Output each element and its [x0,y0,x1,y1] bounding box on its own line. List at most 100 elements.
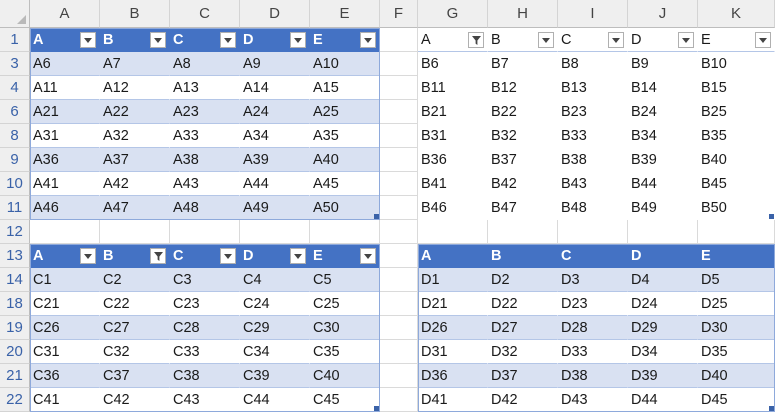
cell[interactable] [240,220,310,244]
chevron-down-icon[interactable] [678,32,694,48]
chevron-down-icon[interactable] [80,248,96,264]
chevron-down-icon[interactable] [290,32,306,48]
chevron-down-icon[interactable] [80,32,96,48]
row-header-3[interactable]: 3 [0,52,30,76]
table2-header-c[interactable]: C [558,28,628,52]
row-header-13[interactable]: 13 [0,244,30,268]
table1-cell: A25 [310,100,380,124]
row-header-18[interactable]: 18 [0,292,30,316]
cell[interactable] [170,220,240,244]
table1-header-c[interactable]: C [170,28,240,52]
row-header-20[interactable]: 20 [0,340,30,364]
cell[interactable] [628,220,698,244]
column-header-h[interactable]: H [488,0,558,28]
row-header-14[interactable]: 14 [0,268,30,292]
cell[interactable] [380,76,418,100]
table1-header-b[interactable]: B [100,28,170,52]
chevron-down-icon[interactable] [755,32,771,48]
column-header-g[interactable]: G [418,0,488,28]
column-header-i[interactable]: I [558,0,628,28]
table2-header-b[interactable]: B [488,28,558,52]
row-header-4[interactable]: 4 [0,76,30,100]
cell[interactable] [380,28,418,52]
table3-header-d[interactable]: D [240,244,310,268]
table2-cell: B49 [628,196,698,220]
cell[interactable] [380,124,418,148]
table2-header-label: B [491,31,501,48]
cell[interactable] [380,268,418,292]
filter-icon[interactable] [468,32,484,48]
column-header-k[interactable]: K [698,0,775,28]
row-header-6[interactable]: 6 [0,100,30,124]
column-header-a[interactable]: A [30,0,100,28]
table4-header-e[interactable]: E [698,244,775,268]
cell[interactable] [380,100,418,124]
row-header-11[interactable]: 11 [0,196,30,220]
table1-header-d[interactable]: D [240,28,310,52]
chevron-down-icon[interactable] [150,32,166,48]
table1-cell: A6 [30,52,100,76]
table2-resize-handle[interactable] [769,214,774,219]
column-header-f[interactable]: F [380,0,418,28]
row-header-10[interactable]: 10 [0,172,30,196]
cell[interactable] [380,244,418,268]
cell[interactable] [380,340,418,364]
cell[interactable] [380,364,418,388]
table4-header-c[interactable]: C [558,244,628,268]
row-header-9[interactable]: 9 [0,148,30,172]
cell[interactable] [558,220,628,244]
cell[interactable] [30,220,100,244]
chevron-down-icon[interactable] [538,32,554,48]
row-header-19[interactable]: 19 [0,316,30,340]
cell[interactable] [380,52,418,76]
cell[interactable] [698,220,775,244]
table1-header-label: D [243,31,254,48]
row-header-22[interactable]: 22 [0,388,30,412]
table1-header-e[interactable]: E [310,28,380,52]
cell[interactable] [380,220,418,244]
chevron-down-icon[interactable] [290,248,306,264]
cell[interactable] [380,172,418,196]
column-header-j[interactable]: J [628,0,698,28]
row-header-12[interactable]: 12 [0,220,30,244]
table2-header-a[interactable]: A [418,28,488,52]
chevron-down-icon[interactable] [608,32,624,48]
chevron-down-icon[interactable] [360,248,376,264]
filter-icon[interactable] [150,248,166,264]
column-header-c[interactable]: C [170,0,240,28]
table3-header-c[interactable]: C [170,244,240,268]
column-header-b[interactable]: B [100,0,170,28]
row-header-21[interactable]: 21 [0,364,30,388]
select-all-corner[interactable] [0,0,30,28]
chevron-down-icon[interactable] [360,32,376,48]
table4-header-d[interactable]: D [628,244,698,268]
table3-header-a[interactable]: A [30,244,100,268]
column-header-d[interactable]: D [240,0,310,28]
table2-header-e[interactable]: E [698,28,775,52]
table1-resize-handle[interactable] [374,214,379,219]
table4-header-a[interactable]: A [418,244,488,268]
table1-header-a[interactable]: A [30,28,100,52]
table3-cell: C2 [100,268,170,292]
cell[interactable] [380,388,418,412]
cell[interactable] [310,220,380,244]
table4-resize-handle[interactable] [769,406,774,411]
table4-header-b[interactable]: B [488,244,558,268]
cell[interactable] [380,292,418,316]
cell[interactable] [418,220,488,244]
cell[interactable] [380,148,418,172]
cell[interactable] [380,316,418,340]
row-header-8[interactable]: 8 [0,124,30,148]
column-header-e[interactable]: E [310,0,380,28]
table3-resize-handle[interactable] [374,406,379,411]
cell[interactable] [380,196,418,220]
table3-header-b[interactable]: B [100,244,170,268]
table2-header-d[interactable]: D [628,28,698,52]
cell[interactable] [488,220,558,244]
chevron-down-icon[interactable] [220,248,236,264]
cell[interactable] [100,220,170,244]
row-header-1[interactable]: 1 [0,28,30,52]
chevron-down-icon[interactable] [220,32,236,48]
table3-header-e[interactable]: E [310,244,380,268]
